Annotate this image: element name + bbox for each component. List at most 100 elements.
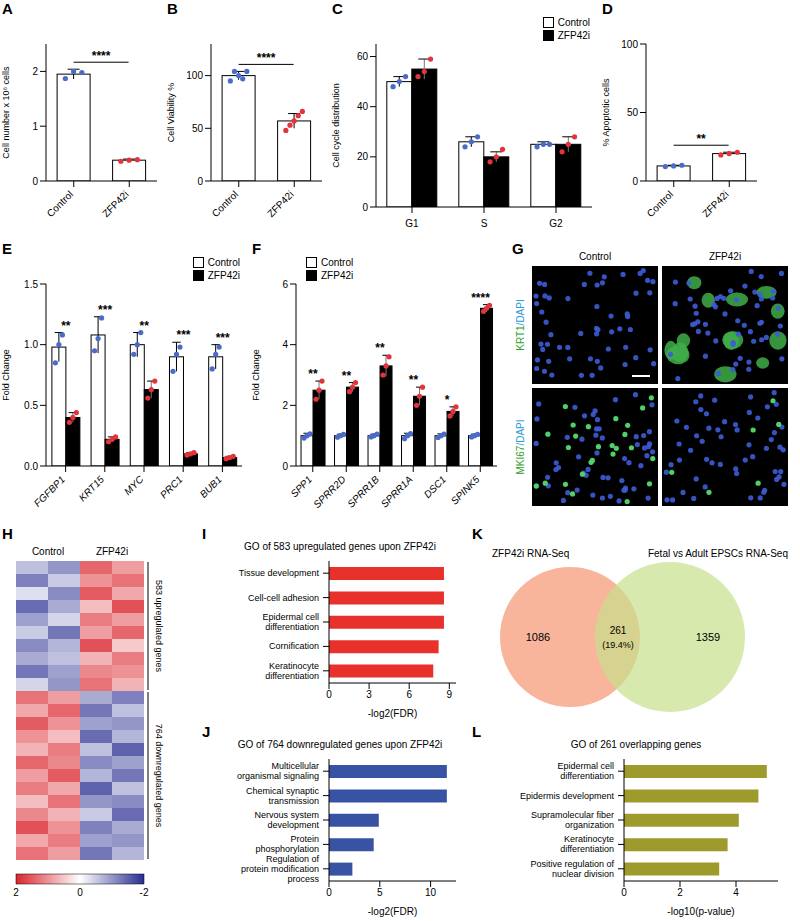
svg-text:1.0: 1.0 [24, 339, 38, 350]
svg-text:-log2(FDR): -log2(FDR) [368, 708, 417, 719]
svg-text:SPRR2D: SPRR2D [311, 474, 347, 510]
svg-text:***: *** [98, 303, 112, 317]
svg-text:Cornification: Cornification [269, 641, 319, 651]
svg-text:Epidermal celldifferentiation: Epidermal celldifferentiation [557, 761, 614, 781]
svg-text:**: ** [61, 319, 71, 333]
svg-text:Cell-cell adhesion: Cell-cell adhesion [248, 593, 319, 603]
svg-text:Cell number x 10⁶ cells: Cell number x 10⁶ cells [1, 66, 11, 159]
svg-text:40: 40 [357, 101, 369, 112]
svg-text:50: 50 [627, 107, 639, 118]
svg-text:ZFP42i: ZFP42i [709, 251, 741, 262]
svg-text:1.5: 1.5 [24, 279, 38, 290]
svg-text:Epidermis development: Epidermis development [520, 791, 615, 801]
svg-text:9: 9 [447, 689, 453, 700]
svg-text:Chemical synaptictransmission: Chemical synaptictransmission [246, 786, 320, 806]
svg-text:1359: 1359 [696, 631, 720, 643]
svg-text:4: 4 [282, 339, 288, 350]
svg-text:G1: G1 [405, 218, 419, 229]
svg-text:Control: Control [579, 251, 611, 262]
svg-text:ZFP42i RNA-Seq: ZFP42i RNA-Seq [492, 548, 569, 559]
svg-text:583 upregulated genes: 583 upregulated genes [154, 580, 164, 673]
svg-text:6: 6 [282, 279, 288, 290]
svg-text:2: 2 [677, 887, 683, 898]
svg-text:Fetal vs Adult EPSCs RNA-Seq: Fetal vs Adult EPSCs RNA-Seq [648, 548, 788, 559]
svg-text:MKI67/DAPI: MKI67/DAPI [515, 419, 526, 474]
svg-text:**: ** [696, 132, 706, 146]
svg-text:PRC1: PRC1 [158, 474, 185, 501]
svg-text:**: ** [409, 373, 419, 387]
svg-text:Control: Control [32, 546, 64, 557]
svg-text:Proteinphosphorylation: Proteinphosphorylation [255, 834, 319, 854]
svg-text:**: ** [342, 369, 352, 383]
svg-text:1: 1 [32, 121, 38, 132]
svg-text:(19.4%): (19.4%) [602, 640, 634, 650]
svg-text:Positive regulation ofnuclear: Positive regulation ofnuclear division [530, 859, 614, 879]
svg-text:100: 100 [186, 70, 203, 81]
svg-text:SPP1: SPP1 [288, 474, 314, 500]
svg-text:Keratinocytedifferentiation: Keratinocytedifferentiation [560, 834, 614, 854]
svg-text:100: 100 [621, 39, 638, 50]
svg-text:0: 0 [282, 461, 288, 472]
svg-text:-log10(p-value): -log10(p-value) [667, 906, 734, 917]
svg-text:0: 0 [326, 887, 332, 898]
svg-text:Control: Control [45, 189, 76, 220]
svg-text:Epidermal celldifferentiation: Epidermal celldifferentiation [262, 612, 319, 632]
svg-text:4: 4 [733, 887, 739, 898]
svg-text:***: *** [216, 331, 230, 345]
svg-text:2: 2 [282, 400, 288, 411]
svg-text:Cell cycle distribution: Cell cycle distribution [331, 83, 341, 168]
svg-text:KRT1/DAPI: KRT1/DAPI [515, 299, 526, 351]
svg-text:****: **** [471, 291, 490, 305]
svg-text:10: 10 [425, 887, 437, 898]
svg-text:BUB1: BUB1 [198, 474, 224, 500]
svg-text:KRT15: KRT15 [77, 473, 107, 503]
svg-text:Cell Viability %: Cell Viability % [166, 83, 176, 142]
svg-text:6: 6 [406, 689, 412, 700]
svg-text:G2: G2 [549, 218, 563, 229]
svg-text:764 downregulated genes: 764 downregulated genes [154, 724, 164, 828]
svg-text:MYC: MYC [122, 473, 146, 497]
svg-text:2: 2 [13, 887, 19, 898]
svg-text:0: 0 [77, 887, 83, 898]
svg-text:***: *** [176, 328, 190, 342]
svg-text:50: 50 [192, 123, 204, 134]
svg-text:ZFP42i: ZFP42i [100, 189, 131, 220]
svg-text:**: ** [140, 319, 150, 333]
svg-text:1086: 1086 [526, 631, 550, 643]
svg-text:****: **** [92, 49, 111, 63]
svg-text:DSC1: DSC1 [422, 474, 449, 501]
svg-text:SPRR1A: SPRR1A [379, 473, 415, 509]
svg-text:Control: Control [645, 189, 676, 220]
svg-text:-log2(FDR): -log2(FDR) [368, 906, 417, 917]
svg-text:**: ** [375, 341, 385, 355]
svg-text:% Apoptotic cells: % Apoptotic cells [601, 78, 611, 147]
svg-text:5: 5 [377, 887, 383, 898]
svg-text:0: 0 [326, 689, 332, 700]
svg-text:SPINK5: SPINK5 [449, 473, 482, 506]
svg-text:Tissue development: Tissue development [239, 568, 320, 578]
svg-text:**: ** [308, 367, 318, 381]
svg-text:3: 3 [366, 689, 372, 700]
svg-text:Keratinocytedifferentiation: Keratinocytedifferentiation [265, 661, 319, 681]
svg-text:Fold Change: Fold Change [251, 349, 261, 401]
svg-text:Control: Control [210, 189, 241, 220]
svg-text:Multicellularorganismal signal: Multicellularorganismal signaling [237, 761, 319, 781]
svg-text:S: S [481, 218, 488, 229]
svg-text:SPRR1B: SPRR1B [345, 473, 381, 509]
svg-text:0: 0 [632, 176, 638, 187]
svg-text:0.5: 0.5 [24, 400, 38, 411]
svg-text:Regulation ofprotein modificat: Regulation ofprotein modificationprocess [241, 854, 320, 884]
svg-text:*: * [445, 393, 450, 407]
svg-text:261: 261 [610, 625, 627, 636]
svg-text:****: **** [257, 51, 276, 65]
svg-text:Nervous systemdevelopment: Nervous systemdevelopment [254, 810, 319, 830]
svg-text:FGFBP1: FGFBP1 [32, 474, 67, 509]
svg-text:0: 0 [362, 202, 368, 213]
svg-text:ZFP42i: ZFP42i [265, 189, 296, 220]
svg-text:0: 0 [621, 887, 627, 898]
svg-text:ZFP42i: ZFP42i [96, 546, 128, 557]
svg-text:-2: -2 [140, 887, 149, 898]
svg-text:ZFP42i: ZFP42i [700, 189, 731, 220]
svg-text:0.0: 0.0 [24, 461, 38, 472]
svg-text:Supramolecular fiberorganizati: Supramolecular fiberorganization [531, 810, 614, 830]
